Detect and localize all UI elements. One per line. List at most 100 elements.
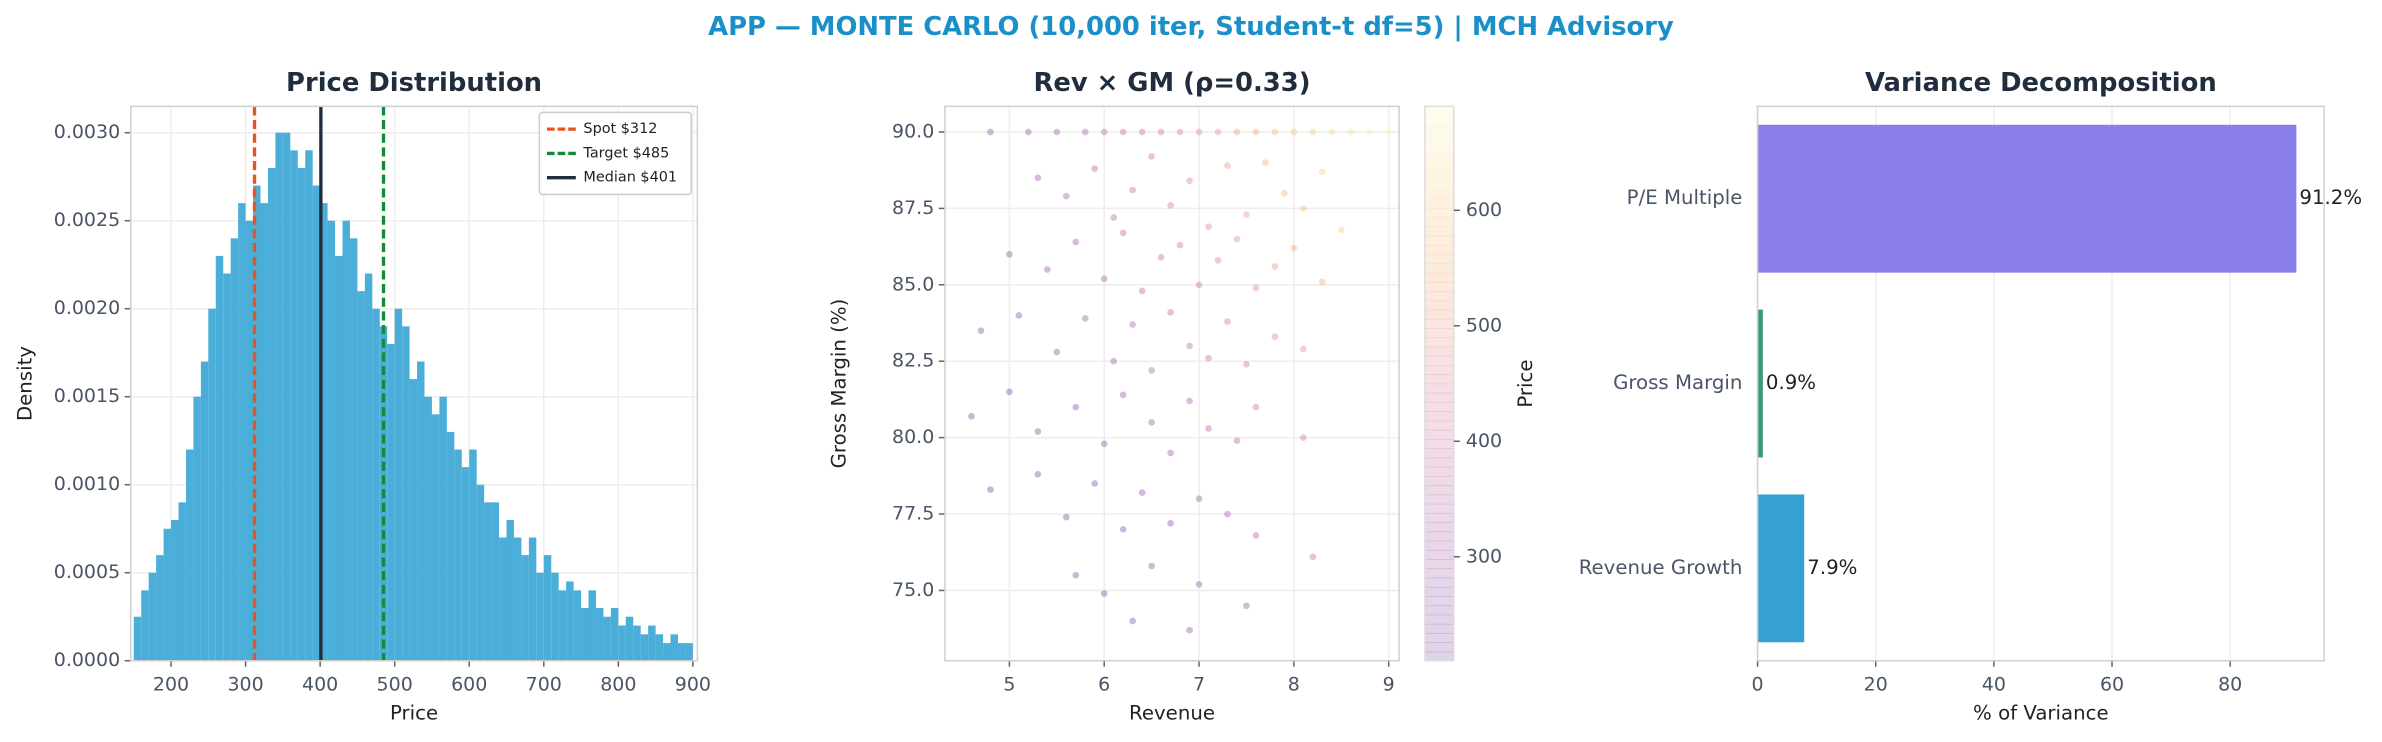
x-tick-label: 7 bbox=[1193, 674, 1205, 696]
scatter-point bbox=[1006, 388, 1013, 396]
scatter-point bbox=[1100, 128, 1108, 136]
chart-title: Price Distribution bbox=[286, 68, 542, 98]
colorbar-segment bbox=[1424, 503, 1454, 514]
y-axis-label: Density bbox=[13, 346, 36, 421]
colorbar-segment bbox=[1424, 623, 1454, 634]
y-tick-label: 77.5 bbox=[892, 503, 934, 525]
colorbar-segment bbox=[1424, 263, 1454, 274]
scatter-point bbox=[1081, 315, 1089, 322]
figure-title: APP — MONTE CARLO (10,000 iter, Student-… bbox=[708, 12, 1674, 42]
scatter-point bbox=[1167, 519, 1174, 527]
scatter-point bbox=[1318, 278, 1326, 286]
hist-bar bbox=[253, 185, 261, 661]
scatter-point bbox=[1043, 266, 1051, 273]
axes-frame bbox=[944, 105, 1400, 662]
hist-bar bbox=[521, 555, 529, 661]
hist-bar bbox=[655, 634, 664, 661]
scatter-point bbox=[1224, 318, 1231, 325]
hist-bar bbox=[320, 203, 328, 661]
colorbar-segment bbox=[1424, 272, 1454, 283]
colorbar-segment bbox=[1424, 365, 1454, 376]
x-tick-label: 60 bbox=[2100, 674, 2124, 696]
hist-bar bbox=[685, 643, 693, 661]
x-tick-label: 0 bbox=[1752, 674, 1764, 696]
colorbar-segment bbox=[1424, 651, 1454, 662]
hist-bar bbox=[372, 308, 380, 661]
legend-box bbox=[538, 111, 693, 196]
hist-bar bbox=[141, 590, 149, 661]
colorbar-segment bbox=[1424, 522, 1454, 533]
y-tick-label: 0.0005 bbox=[54, 561, 120, 583]
colorbar-segment bbox=[1424, 586, 1454, 597]
scatter-point bbox=[1148, 419, 1155, 426]
scatter-point bbox=[987, 486, 994, 493]
hist-bar bbox=[364, 273, 373, 661]
scatter-point bbox=[1148, 562, 1155, 570]
colorbar-segment bbox=[1424, 475, 1454, 486]
scatter-point bbox=[968, 412, 975, 420]
scatter-point bbox=[1119, 128, 1127, 136]
hist-bar bbox=[618, 625, 626, 661]
legend-label: Target $485 bbox=[582, 145, 669, 161]
scatter-point bbox=[1262, 159, 1269, 166]
colorbar-segment bbox=[1424, 374, 1454, 385]
hist-bar bbox=[431, 414, 440, 661]
scatter-point bbox=[1385, 128, 1393, 136]
scatter-point bbox=[1224, 510, 1231, 518]
colorbar-segment bbox=[1424, 115, 1454, 126]
y-tick-label: P/E Multiple bbox=[1627, 186, 1743, 209]
hist-bar bbox=[305, 150, 313, 661]
colorbar-segment bbox=[1424, 642, 1454, 653]
legend-label: Spot $312 bbox=[583, 121, 657, 137]
colorbar-segment bbox=[1424, 244, 1454, 255]
colorbar-segment bbox=[1424, 549, 1454, 560]
scatter-point bbox=[1205, 354, 1212, 362]
y-tick-label: 0.0030 bbox=[54, 121, 120, 143]
scatter-point bbox=[1271, 128, 1279, 136]
colorbar-segment bbox=[1424, 485, 1454, 496]
colorbar-segment bbox=[1424, 402, 1454, 413]
scatter-point bbox=[1053, 348, 1061, 356]
scatter-point bbox=[1252, 403, 1260, 411]
y-tick-label: 85.0 bbox=[892, 273, 934, 295]
colorbar-tick-label: 500 bbox=[1466, 314, 1502, 336]
hist-bar bbox=[312, 185, 321, 661]
scatter-point bbox=[1233, 437, 1241, 445]
x-tick-label: 500 bbox=[377, 674, 413, 696]
hist-bar bbox=[402, 326, 410, 661]
scatter-point bbox=[1167, 449, 1174, 457]
y-tick-label: 87.5 bbox=[892, 197, 934, 219]
hist-bar bbox=[648, 625, 656, 661]
hist-bar bbox=[633, 625, 641, 661]
colorbar-segment bbox=[1424, 383, 1454, 394]
scatter-point bbox=[1186, 177, 1193, 185]
scatter-point bbox=[1072, 571, 1080, 579]
colorbar-tick-label: 600 bbox=[1466, 199, 1502, 221]
hist-bar bbox=[342, 220, 350, 661]
hist-bar bbox=[267, 167, 276, 661]
hist-bar bbox=[282, 132, 291, 661]
colorbar-segment bbox=[1424, 180, 1454, 191]
scatter-point bbox=[1081, 128, 1089, 136]
hist-bar bbox=[215, 255, 224, 661]
hist-bar bbox=[238, 203, 246, 661]
scatter-point bbox=[1195, 281, 1203, 289]
hist-bar bbox=[640, 634, 649, 661]
scatter-point bbox=[1290, 244, 1298, 252]
hist-bar bbox=[536, 572, 544, 661]
hist-bar bbox=[200, 361, 209, 661]
hist-bar bbox=[178, 502, 186, 661]
scatter-point bbox=[1243, 360, 1250, 368]
scatter-point bbox=[1072, 238, 1080, 246]
scatter-point bbox=[1337, 226, 1345, 234]
scatter-point bbox=[1062, 192, 1070, 200]
colorbar-frame bbox=[1424, 105, 1455, 662]
y-tick-label: Gross Margin bbox=[1613, 371, 1742, 394]
y-tick-label: 82.5 bbox=[892, 350, 934, 372]
colorbar-segment bbox=[1424, 596, 1454, 607]
colorbar-segment bbox=[1424, 633, 1454, 644]
hist-bar bbox=[566, 581, 574, 661]
hist-bar bbox=[595, 607, 604, 661]
scatter-point bbox=[1214, 128, 1222, 136]
x-tick-label: 8 bbox=[1288, 674, 1300, 696]
